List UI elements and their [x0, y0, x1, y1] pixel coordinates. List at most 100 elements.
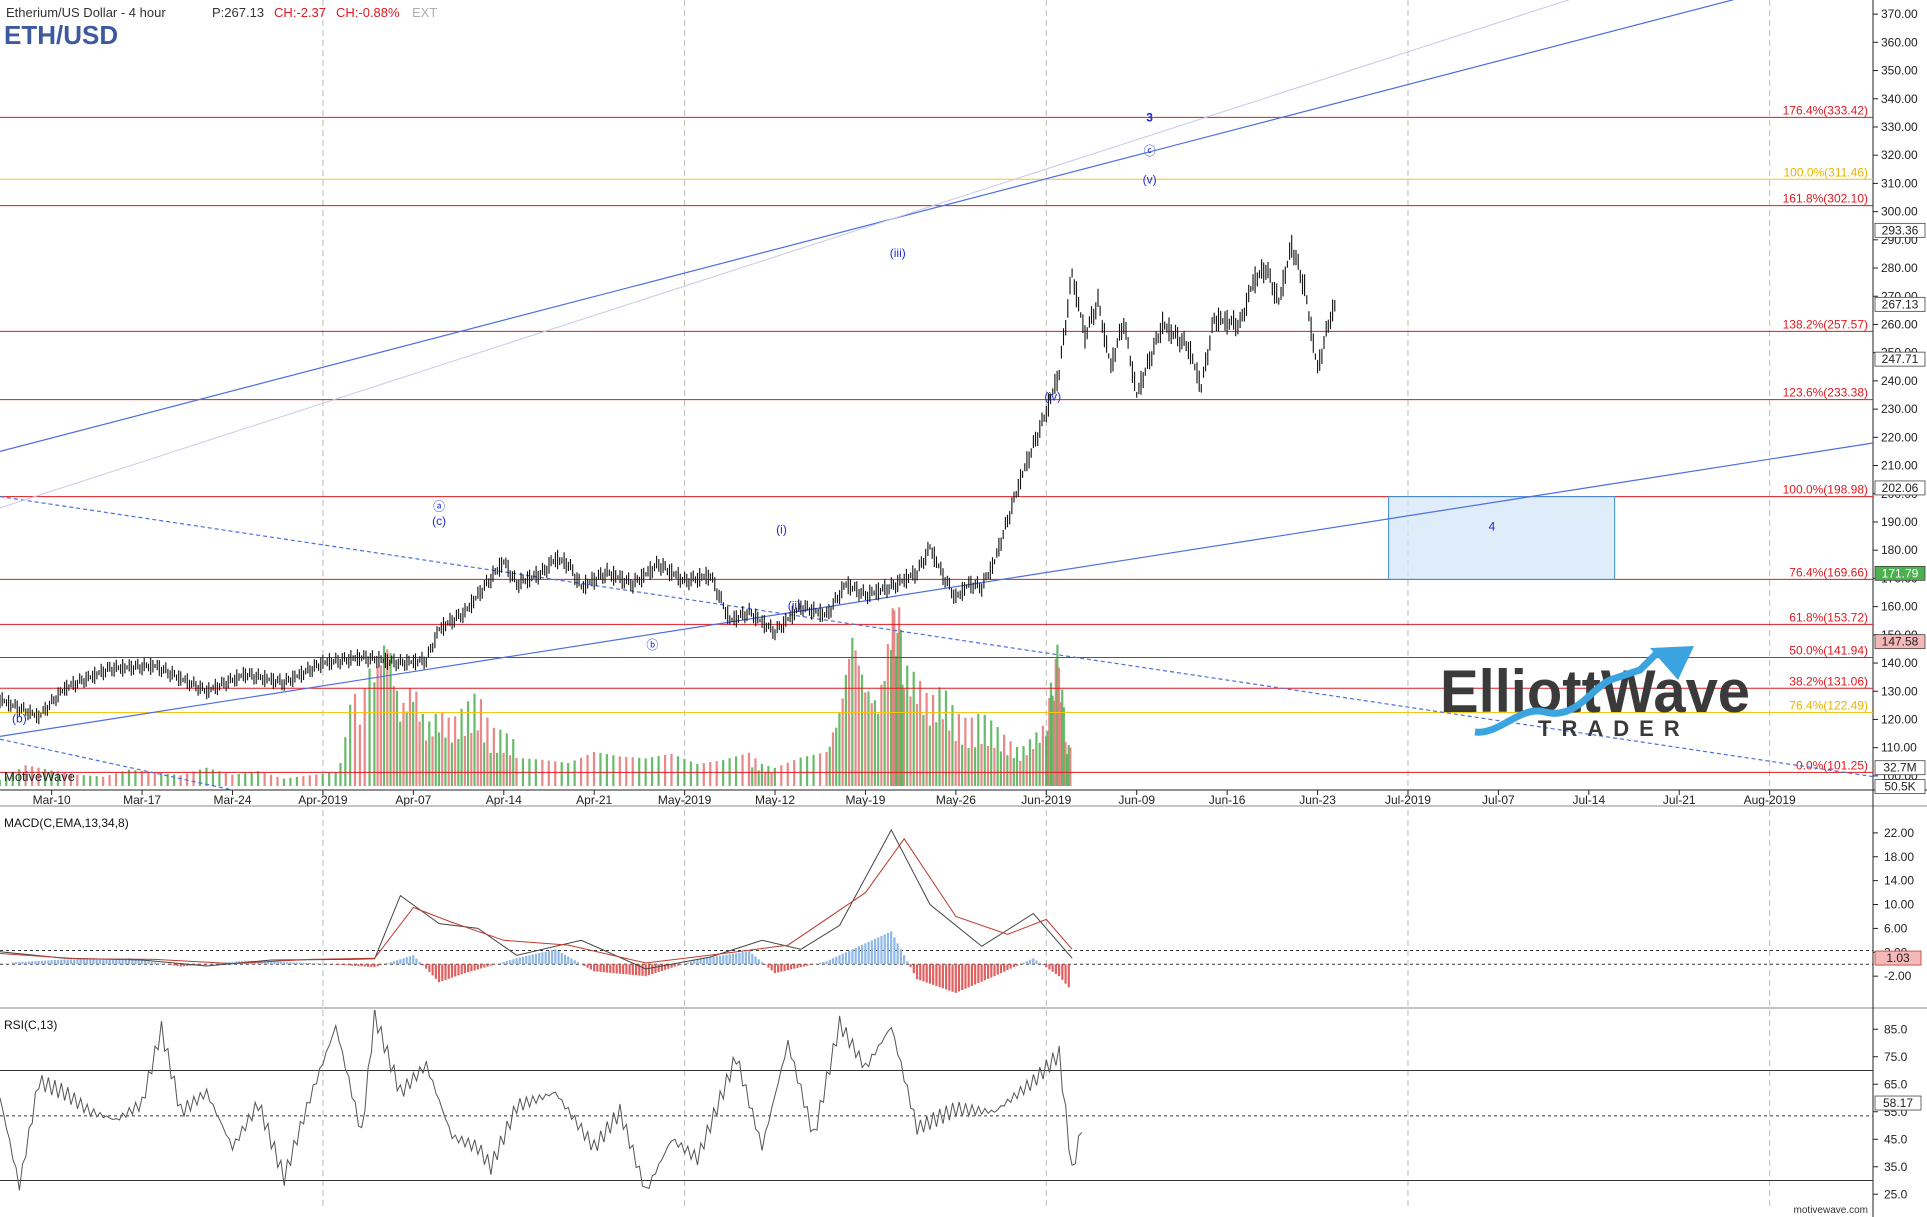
macd-histogram-bar — [880, 935, 883, 965]
wave-label: (ii) — [788, 598, 801, 612]
volume-bar — [421, 713, 424, 786]
macd-histogram-bar — [302, 962, 305, 965]
macd-histogram-bar — [544, 951, 547, 965]
macd-histogram-bar — [386, 963, 389, 965]
macd-histogram-bar — [444, 964, 447, 980]
rsi-tick-label: 35.0 — [1884, 1160, 1908, 1174]
y-tick-label: 110.00 — [1881, 741, 1917, 755]
macd-histogram-bar — [1048, 964, 1051, 970]
macd-histogram-bar — [634, 964, 638, 976]
macd-histogram-bar — [912, 964, 915, 974]
macd-tick-label: 10.00 — [1884, 898, 1914, 912]
macd-histogram-bar — [709, 957, 712, 965]
macd-histogram-bar — [379, 964, 383, 966]
macd-histogram-bar — [967, 964, 970, 988]
site-watermark: motivewave.com — [1794, 1205, 1868, 1216]
macd-histogram-bar — [651, 964, 654, 975]
y-tick-label: 180.00 — [1881, 543, 1918, 557]
y-tick-label: 230.00 — [1881, 402, 1918, 416]
x-tick-label: May-26 — [936, 793, 976, 807]
volume-bar — [43, 769, 47, 786]
x-tick-label: Mar-24 — [214, 793, 252, 807]
volume-bar — [463, 735, 466, 786]
volume-bar — [806, 756, 809, 786]
macd-histogram-bar — [722, 955, 725, 965]
volume-bar — [970, 717, 973, 786]
macd-histogram-bar — [757, 959, 760, 965]
wave-label: 3 — [1146, 110, 1153, 124]
macd-histogram-bar — [525, 956, 528, 965]
macd-histogram-bar — [1061, 964, 1064, 980]
macd-histogram-bar — [1041, 964, 1045, 965]
macd-histogram-bar — [583, 964, 586, 966]
macd-histogram-bar — [831, 958, 835, 965]
price-marker-box — [1874, 480, 1926, 496]
volume-bar — [344, 737, 347, 786]
volume-bar — [402, 702, 405, 786]
macd-histogram-bar — [725, 954, 728, 965]
macd-histogram-bar — [718, 955, 722, 965]
macd-histogram-bar — [521, 956, 525, 965]
change-readout: CH:-2.37 — [274, 5, 326, 20]
trend-lines — [0, 0, 1873, 790]
trend-line — [0, 738, 236, 790]
macd-histogram-bar — [11, 962, 14, 965]
macd-histogram-bar — [1028, 959, 1032, 965]
macd-histogram-bar — [660, 964, 664, 971]
volume-bar — [931, 695, 935, 786]
macd-histogram-bar — [809, 964, 812, 965]
volume-bar — [508, 755, 512, 786]
macd-histogram-bar — [396, 960, 399, 965]
volume-bar — [751, 767, 754, 786]
macd-histogram-bar — [592, 964, 596, 972]
fib-level-label: 123.6%(233.38) — [1783, 386, 1868, 400]
macd-histogram-bar — [425, 964, 428, 969]
macd-histogram-bar — [50, 960, 53, 965]
macd-histogram-bar — [922, 964, 925, 982]
volume-bar — [353, 693, 357, 786]
volume-bar — [450, 742, 454, 786]
macd-histogram-bar — [305, 962, 308, 965]
volume-bar — [1044, 736, 1048, 786]
volume-bar — [363, 688, 366, 786]
macd-histogram-bar — [266, 961, 270, 965]
volume-bar — [505, 733, 508, 786]
volume-bar — [689, 761, 692, 786]
macd-histogram-bar — [73, 959, 76, 965]
macd-histogram-bar — [683, 963, 686, 965]
volume-bar — [964, 717, 967, 786]
volume-bar — [205, 767, 208, 786]
volume-bar — [825, 752, 828, 786]
volume-bar — [764, 772, 767, 786]
volume-bar — [282, 778, 286, 786]
symbol-title: ETH/USD — [4, 20, 118, 50]
y-tick-label: 300.00 — [1881, 205, 1918, 219]
macd-histogram-bar — [738, 952, 741, 965]
macd-histogram-bar — [576, 962, 580, 965]
macd-histogram-bar — [563, 954, 567, 965]
macd-histogram-bar — [92, 958, 95, 965]
x-tick-label: Apr-07 — [395, 793, 431, 807]
volume-bar — [631, 757, 634, 786]
volume-bar — [831, 732, 835, 786]
volume-bar — [108, 775, 111, 786]
macd-histogram-bar — [69, 959, 73, 965]
macd-histogram-bar — [412, 955, 415, 965]
volume-bar — [50, 770, 53, 786]
macd-histogram-bar — [354, 964, 357, 966]
y-tick-label: 160.00 — [1881, 600, 1918, 614]
macd-histogram-bar — [896, 943, 899, 965]
macd-histogram-bar — [460, 964, 463, 975]
macd-histogram-bar — [108, 958, 111, 965]
volume-bar — [909, 696, 912, 786]
volume-bar — [1051, 695, 1054, 786]
fib-level-label: 76.4%(169.66) — [1789, 565, 1868, 579]
x-tick-label: Jun-23 — [1299, 793, 1336, 807]
macd-histogram-bar — [528, 955, 531, 965]
volume-bar — [502, 752, 505, 786]
macd-histogram-bar — [796, 964, 799, 968]
macd-histogram-bar — [883, 934, 886, 965]
macd-histogram-bar — [596, 964, 599, 972]
macd-histogram-bar — [1045, 964, 1048, 968]
volume-bar — [447, 717, 450, 786]
